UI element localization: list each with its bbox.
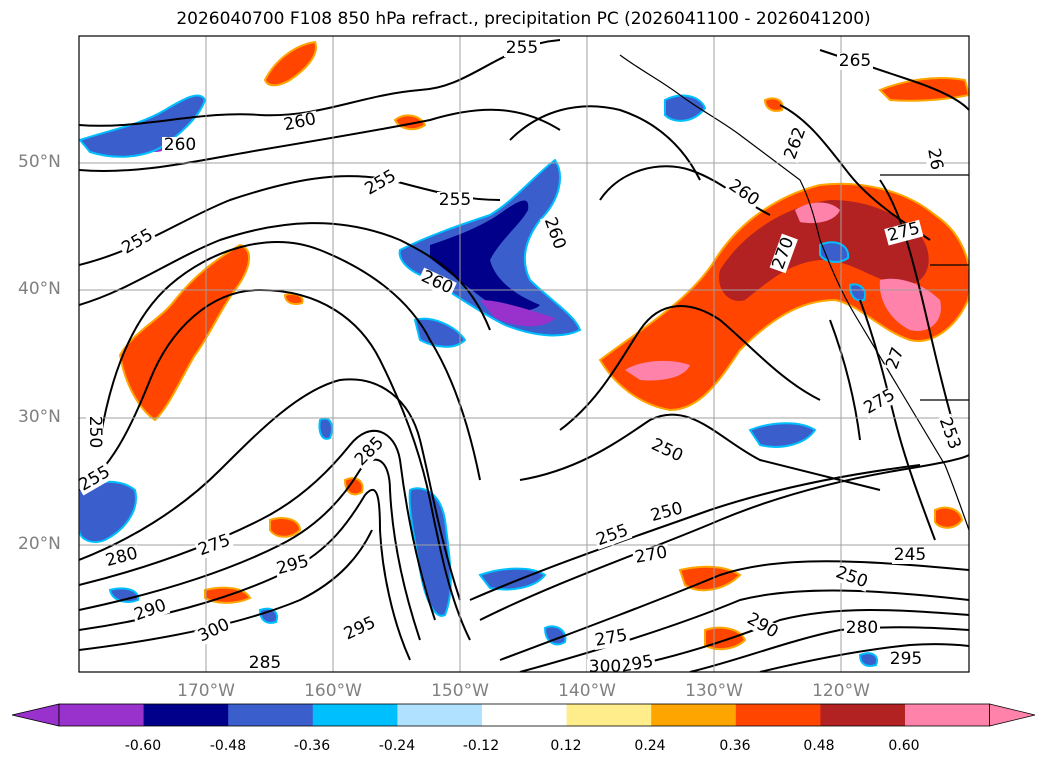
contour-label: 280 [844,618,880,638]
precip-negative-core [430,200,540,311]
contour-label: 26 [923,145,947,173]
contour-label: 275 [592,625,631,651]
contour-label: 295 [618,651,657,677]
colorbar-segment [651,704,737,726]
colorbar-segment [312,704,398,726]
contour-label: 295 [888,649,924,669]
map-background [79,36,969,672]
colorbar-tick-label: -0.36 [293,738,331,754]
svg-text:280: 280 [846,618,878,638]
colorbar-extend-low [11,703,60,727]
svg-text:265: 265 [839,51,871,71]
lon-label-160w: 160°W [304,681,362,701]
colorbar-tick-label: -0.12 [462,738,500,754]
contour-label: 255 [504,38,540,58]
lat-label-20n: 20°N [18,534,61,554]
colorbar-segment [820,704,906,726]
coastlines [619,54,969,531]
svg-text:285: 285 [249,653,281,673]
lon-label-130w: 130°W [685,681,743,701]
lat-label-30n: 30°N [18,407,61,427]
svg-text:295: 295 [619,651,654,676]
svg-text:255: 255 [506,38,538,58]
colorbar-tick-label: 0.48 [803,738,835,754]
svg-text:245: 245 [894,545,926,565]
colorbar-segment [59,704,145,726]
contour-label: 270 [632,542,671,568]
colorbar-segment [566,704,652,726]
precip-max-northeast [625,202,941,381]
colorbar-tick-label: 0.12 [550,738,582,754]
colorbar-tick-label: 0.60 [888,738,920,754]
lat-label-40n: 40°N [18,279,61,299]
svg-text:26: 26 [923,147,946,172]
lat-label-50n: 50°N [18,152,61,172]
svg-text:260: 260 [164,135,196,155]
colorbar-frame [58,703,990,727]
colorbar-tick-label: -0.24 [378,738,416,754]
contour-label: 300 [587,657,623,677]
colorbar-segment [143,704,229,726]
lon-label-150w: 150°W [431,681,489,701]
lon-label-170w: 170°W [177,681,235,701]
svg-text:300: 300 [589,657,621,677]
colorbar-tick-label: 0.24 [634,738,666,754]
lon-label-120w: 120°W [812,681,870,701]
contour-label: 250 [85,414,105,450]
colorbar-segment [905,704,991,726]
contour-label: 270 [768,233,798,274]
colorbar-segment [482,704,568,726]
precip-negative-southwest [79,241,878,667]
precip-negative-max [145,138,555,327]
svg-text:295: 295 [890,649,922,669]
colorbar [11,703,1036,727]
colorbar-extend-high [989,703,1036,727]
colorbar-tick-label: 0.36 [719,738,751,754]
colorbar-segment [228,704,314,726]
map-title: 2026040700 F108 850 hPa refract., precip… [176,9,871,29]
contour-label: 265 [837,51,873,71]
colorbar-tick-label: -0.60 [124,738,162,754]
contour-label: 245 [892,545,928,565]
contour-label: 255 [437,190,473,210]
svg-text:255: 255 [439,190,471,210]
svg-text:250: 250 [85,416,105,448]
colorbar-segment [397,704,483,726]
colorbar-tick-label: -0.48 [209,738,247,754]
precip-area-north [204,40,969,651]
map-frame [78,35,970,673]
contour-label: 285 [247,653,283,673]
contour-label: 260 [162,135,198,155]
lon-label-140w: 140°W [558,681,616,701]
colorbar-segment [735,704,821,726]
